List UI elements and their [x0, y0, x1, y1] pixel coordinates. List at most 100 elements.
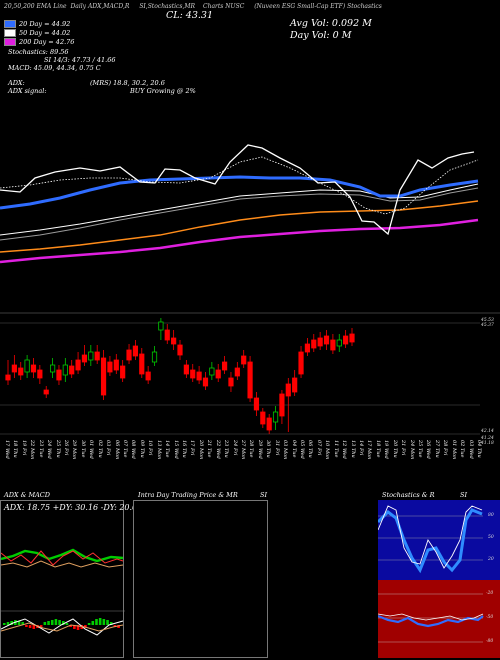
candle-body — [349, 333, 355, 343]
candle-body — [317, 337, 323, 347]
date-label: 07 Fri — [315, 440, 322, 456]
date-label: 19 Fri — [20, 440, 27, 456]
date-label: 29 Wed — [256, 440, 263, 459]
stoch-k-line — [378, 508, 483, 574]
date-label: 07 Tue — [122, 440, 128, 458]
date-label: 04 Tue — [290, 440, 297, 458]
candle-body — [285, 383, 291, 397]
candle-body — [43, 389, 49, 395]
candle-body — [221, 361, 228, 371]
date-label: 24 Mon — [408, 440, 415, 460]
candle-body — [196, 371, 202, 381]
date-label: 14 Tue — [164, 440, 171, 458]
date-label: 08 Wed — [130, 440, 137, 459]
date-label: 22 Mon — [29, 440, 36, 460]
date-label: 14 Fri — [358, 440, 364, 456]
date-label: 26 Fri — [63, 440, 69, 456]
macd-bar — [58, 620, 61, 625]
macd-line — [1, 618, 124, 636]
macd-bar — [91, 621, 95, 625]
date-label: 24 Fri — [231, 440, 238, 456]
date-label: 01 Mon — [450, 440, 457, 460]
candle-body — [94, 351, 100, 361]
macd-bar — [62, 621, 65, 625]
macd-bar — [87, 623, 91, 625]
candle-body — [311, 339, 317, 349]
candle-body — [215, 369, 221, 379]
header-seg-5: (Nuveen ESG Small-Cap ETF) Stochastics — [254, 3, 382, 10]
header-seg-3: SI,Stochastics,MR — [139, 3, 196, 10]
date-label: 26 Wed — [425, 440, 432, 459]
candle-body — [177, 344, 183, 356]
date-label: 02 Thu — [96, 440, 103, 458]
macd-bar — [28, 625, 32, 628]
r-blue-line — [378, 614, 484, 628]
intraday-panel — [133, 500, 268, 658]
price-label-3: 42.14 — [481, 429, 494, 434]
date-label: 22 Wed — [214, 440, 221, 459]
stoch-tick-20: 20 — [488, 557, 494, 562]
ema200-label: 200 Day = 42.76 — [19, 38, 75, 46]
orange-ma-line — [0, 200, 479, 253]
candle-body — [75, 359, 81, 371]
candle-body — [107, 361, 113, 373]
macd-bar — [32, 625, 36, 629]
date-label: 13 Thu — [349, 440, 356, 458]
candle-body — [266, 417, 272, 431]
candle-body — [343, 335, 349, 345]
date-label: 05 Wed — [299, 440, 305, 459]
candle-body — [241, 355, 247, 365]
macd-bar — [95, 619, 98, 625]
legend-ema50: 50 Day = 44.02 — [4, 29, 70, 37]
candle-body — [202, 377, 209, 387]
macd-bar — [69, 625, 72, 627]
stoch-tick-80: 80 — [488, 513, 494, 518]
date-label: 29 Mon — [71, 440, 78, 460]
date-label: 25 Tue — [417, 440, 423, 458]
stochastics-value: Stochastics: 89.56 — [8, 48, 69, 56]
date-label: 27 Mon — [240, 440, 246, 460]
macd-signal-line — [1, 622, 124, 632]
date-label: 25 Thu — [54, 440, 61, 458]
ema200-swatch-icon — [4, 38, 16, 46]
macd-bar — [113, 625, 117, 627]
candle-body — [253, 397, 260, 411]
r-white-line — [378, 613, 484, 621]
chart-header: 20,50,200 EMA Line Daily ADX,MACD,R SI,S… — [4, 3, 498, 10]
candle-body — [69, 365, 75, 375]
stoch-panel-title: Stochastics & R — [382, 491, 435, 499]
candle-body — [126, 349, 132, 361]
adx-macd-plot — [1, 548, 125, 636]
price-line — [0, 144, 475, 236]
stoch-d-line — [378, 505, 483, 569]
ema50-line — [0, 183, 479, 236]
ema50-label: 50 Day = 44.02 — [19, 29, 71, 37]
ema200-line — [0, 218, 479, 264]
ema50-line-2 — [0, 187, 479, 241]
macd-bar — [117, 625, 120, 628]
macd-bar — [98, 618, 102, 625]
candle-body — [190, 369, 196, 379]
header-seg-4: Charts NUSC — [202, 3, 245, 10]
date-label: 12 Wed — [341, 440, 348, 459]
date-label: 17 Wed — [4, 440, 10, 459]
date-label: 19 Wed — [383, 440, 390, 459]
date-label: 23 Tue — [37, 440, 44, 458]
candle-body — [336, 339, 342, 347]
candles-group — [5, 318, 355, 434]
candle-body — [62, 364, 68, 376]
date-label: 15 Wed — [172, 440, 179, 459]
macd-bar — [3, 623, 6, 625]
r-tick-80: -80 — [486, 639, 494, 644]
mr-panel-title: Intra Day Trading Price & MR — [138, 491, 238, 499]
legend-ema200: 200 Day = 42.76 — [4, 38, 74, 46]
date-label: 20 Thu — [391, 440, 398, 458]
buy-signal: BUY Growing @ 2% — [130, 87, 196, 95]
candle-body — [81, 354, 88, 363]
candle-body — [228, 377, 234, 387]
date-label: 09 Thu — [138, 440, 145, 458]
ema20-label: 20 Day = 44.92 — [19, 20, 71, 28]
macd-bar — [21, 622, 25, 625]
r-panel: -20 -50 -80 — [378, 580, 500, 658]
date-label: 01 Wed — [88, 440, 95, 459]
